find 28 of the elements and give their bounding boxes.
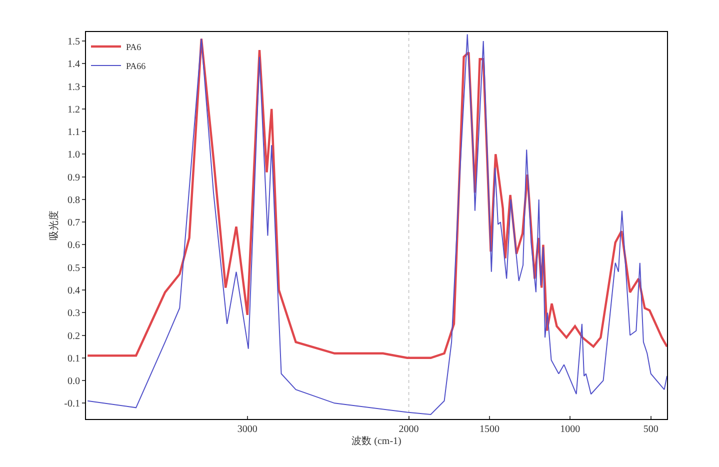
y-tick-label: 1.4 <box>68 59 80 70</box>
y-tick-label: 0.6 <box>68 240 80 252</box>
y-axis-title: 吸光度 <box>48 210 60 240</box>
y-tick-label: 0.3 <box>68 308 80 320</box>
x-tick-label: 3000 <box>237 424 258 435</box>
y-tick-label: 1.0 <box>68 150 80 161</box>
y-tick-label: 0.8 <box>68 194 80 206</box>
legend-label: PA6 <box>126 42 142 52</box>
x-tick-label: 1500 <box>479 424 500 435</box>
x-tick-label: 1000 <box>560 424 580 435</box>
y-tick-label: 0.0 <box>68 376 80 388</box>
y-tick-label: 0.1 <box>68 353 80 364</box>
y-tick-label: 1.5 <box>68 36 80 48</box>
y-tick-label: 1.2 <box>68 104 80 116</box>
y-tick-label: 0.4 <box>68 286 80 296</box>
y-tick-label: -0.1 <box>64 398 80 410</box>
x-tick-label: 2000 <box>398 424 419 435</box>
x-tick-label: 500 <box>643 424 658 435</box>
y-tick-label: 0.5 <box>68 262 80 274</box>
legend-label: PA66 <box>126 61 146 72</box>
y-tick-label: 1.3 <box>68 82 80 93</box>
y-tick-label: 0.9 <box>68 172 80 184</box>
line-series <box>87 34 667 415</box>
x-axis-title: 波数 (cm-1) <box>352 435 402 447</box>
y-tick-label: 0.2 <box>68 330 80 342</box>
y-tick-label: 0.7 <box>68 218 80 229</box>
line-series <box>86 38 667 359</box>
y-tick-label: 1.1 <box>68 127 80 138</box>
